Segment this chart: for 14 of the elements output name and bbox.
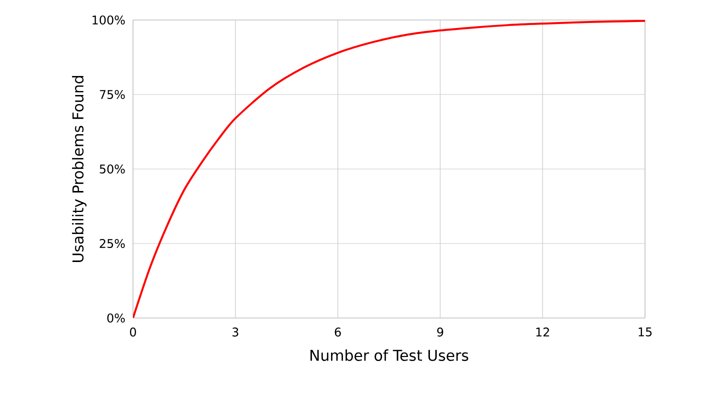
y-tick-label: 25% (100, 238, 125, 248)
x-tick-label: 0 (130, 328, 136, 337)
x-tick-label: 15 (638, 328, 652, 336)
y-tick-label: 100% (92, 15, 125, 25)
y-tick-label: 75% (100, 90, 125, 100)
x-tick-label: 9 (437, 328, 444, 337)
x-axis-title: Number of Test Users (310, 349, 468, 361)
x-tick-label: 3 (232, 328, 238, 337)
y-tick-label: 50% (100, 164, 125, 174)
x-tick-label: 12 (536, 328, 550, 336)
x-tick-label: 6 (334, 328, 341, 337)
y-tick-label: 0% (107, 313, 125, 323)
y-axis-title: Usability Problems Found (72, 76, 86, 262)
line-series (133, 20, 646, 318)
